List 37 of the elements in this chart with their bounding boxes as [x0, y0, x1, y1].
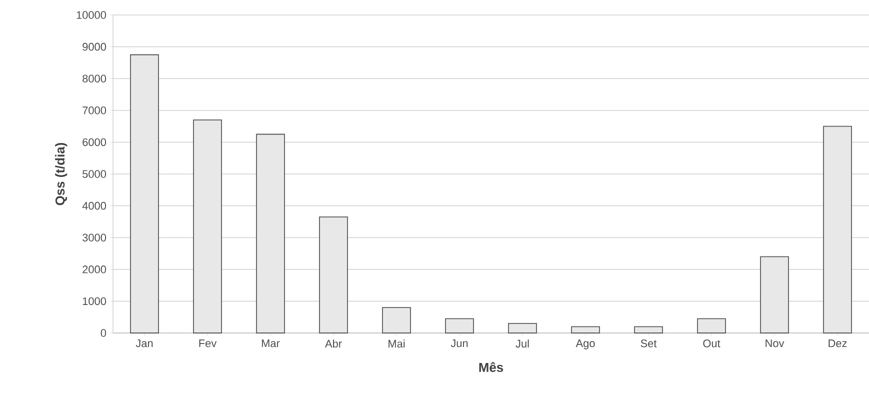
x-tick-label: Nov: [766, 340, 784, 348]
y-tick-label: 0: [100, 329, 106, 337]
bar: [823, 126, 852, 334]
x-tick-label: Dez: [828, 340, 847, 348]
x-axis-title: Mês: [479, 362, 504, 372]
x-tick-label: Jul: [516, 340, 529, 348]
bar: [697, 318, 726, 334]
x-tick-label: Mar: [262, 340, 280, 348]
y-axis-title: Qss (t/dia): [55, 142, 68, 206]
y-tick-label: 5000: [82, 170, 106, 178]
y-tick-label: 7000: [82, 106, 106, 114]
x-tick-label: Ago: [576, 340, 595, 350]
bar: [130, 54, 159, 334]
x-tick-label: Set: [640, 340, 657, 348]
y-tick-label: 1000: [82, 297, 106, 306]
y-tick-label: 6000: [82, 138, 106, 146]
bar: [256, 134, 285, 334]
x-tick-label: Fev: [199, 340, 217, 348]
y-tick-label: 8000: [82, 74, 106, 82]
bar: [445, 318, 474, 334]
bar: [634, 326, 663, 334]
x-tick-label: Out: [703, 340, 720, 348]
y-tick-label: 4000: [82, 202, 106, 210]
y-tick-label: 2000: [82, 266, 106, 274]
x-tick-label: Mai: [388, 340, 405, 348]
x-tick-label: Abr: [324, 340, 342, 348]
bar: [760, 256, 789, 334]
bar: [382, 307, 411, 334]
x-tick-label: Jan: [136, 340, 153, 348]
x-tick-label: Jun: [450, 340, 468, 348]
y-tick-label: 10000: [76, 11, 106, 19]
bar: [571, 326, 600, 334]
y-tick-label: 9000: [82, 42, 106, 51]
bar: [508, 323, 537, 334]
bar: [193, 119, 222, 334]
bar: [319, 216, 348, 334]
y-tick-label: 3000: [82, 234, 106, 242]
